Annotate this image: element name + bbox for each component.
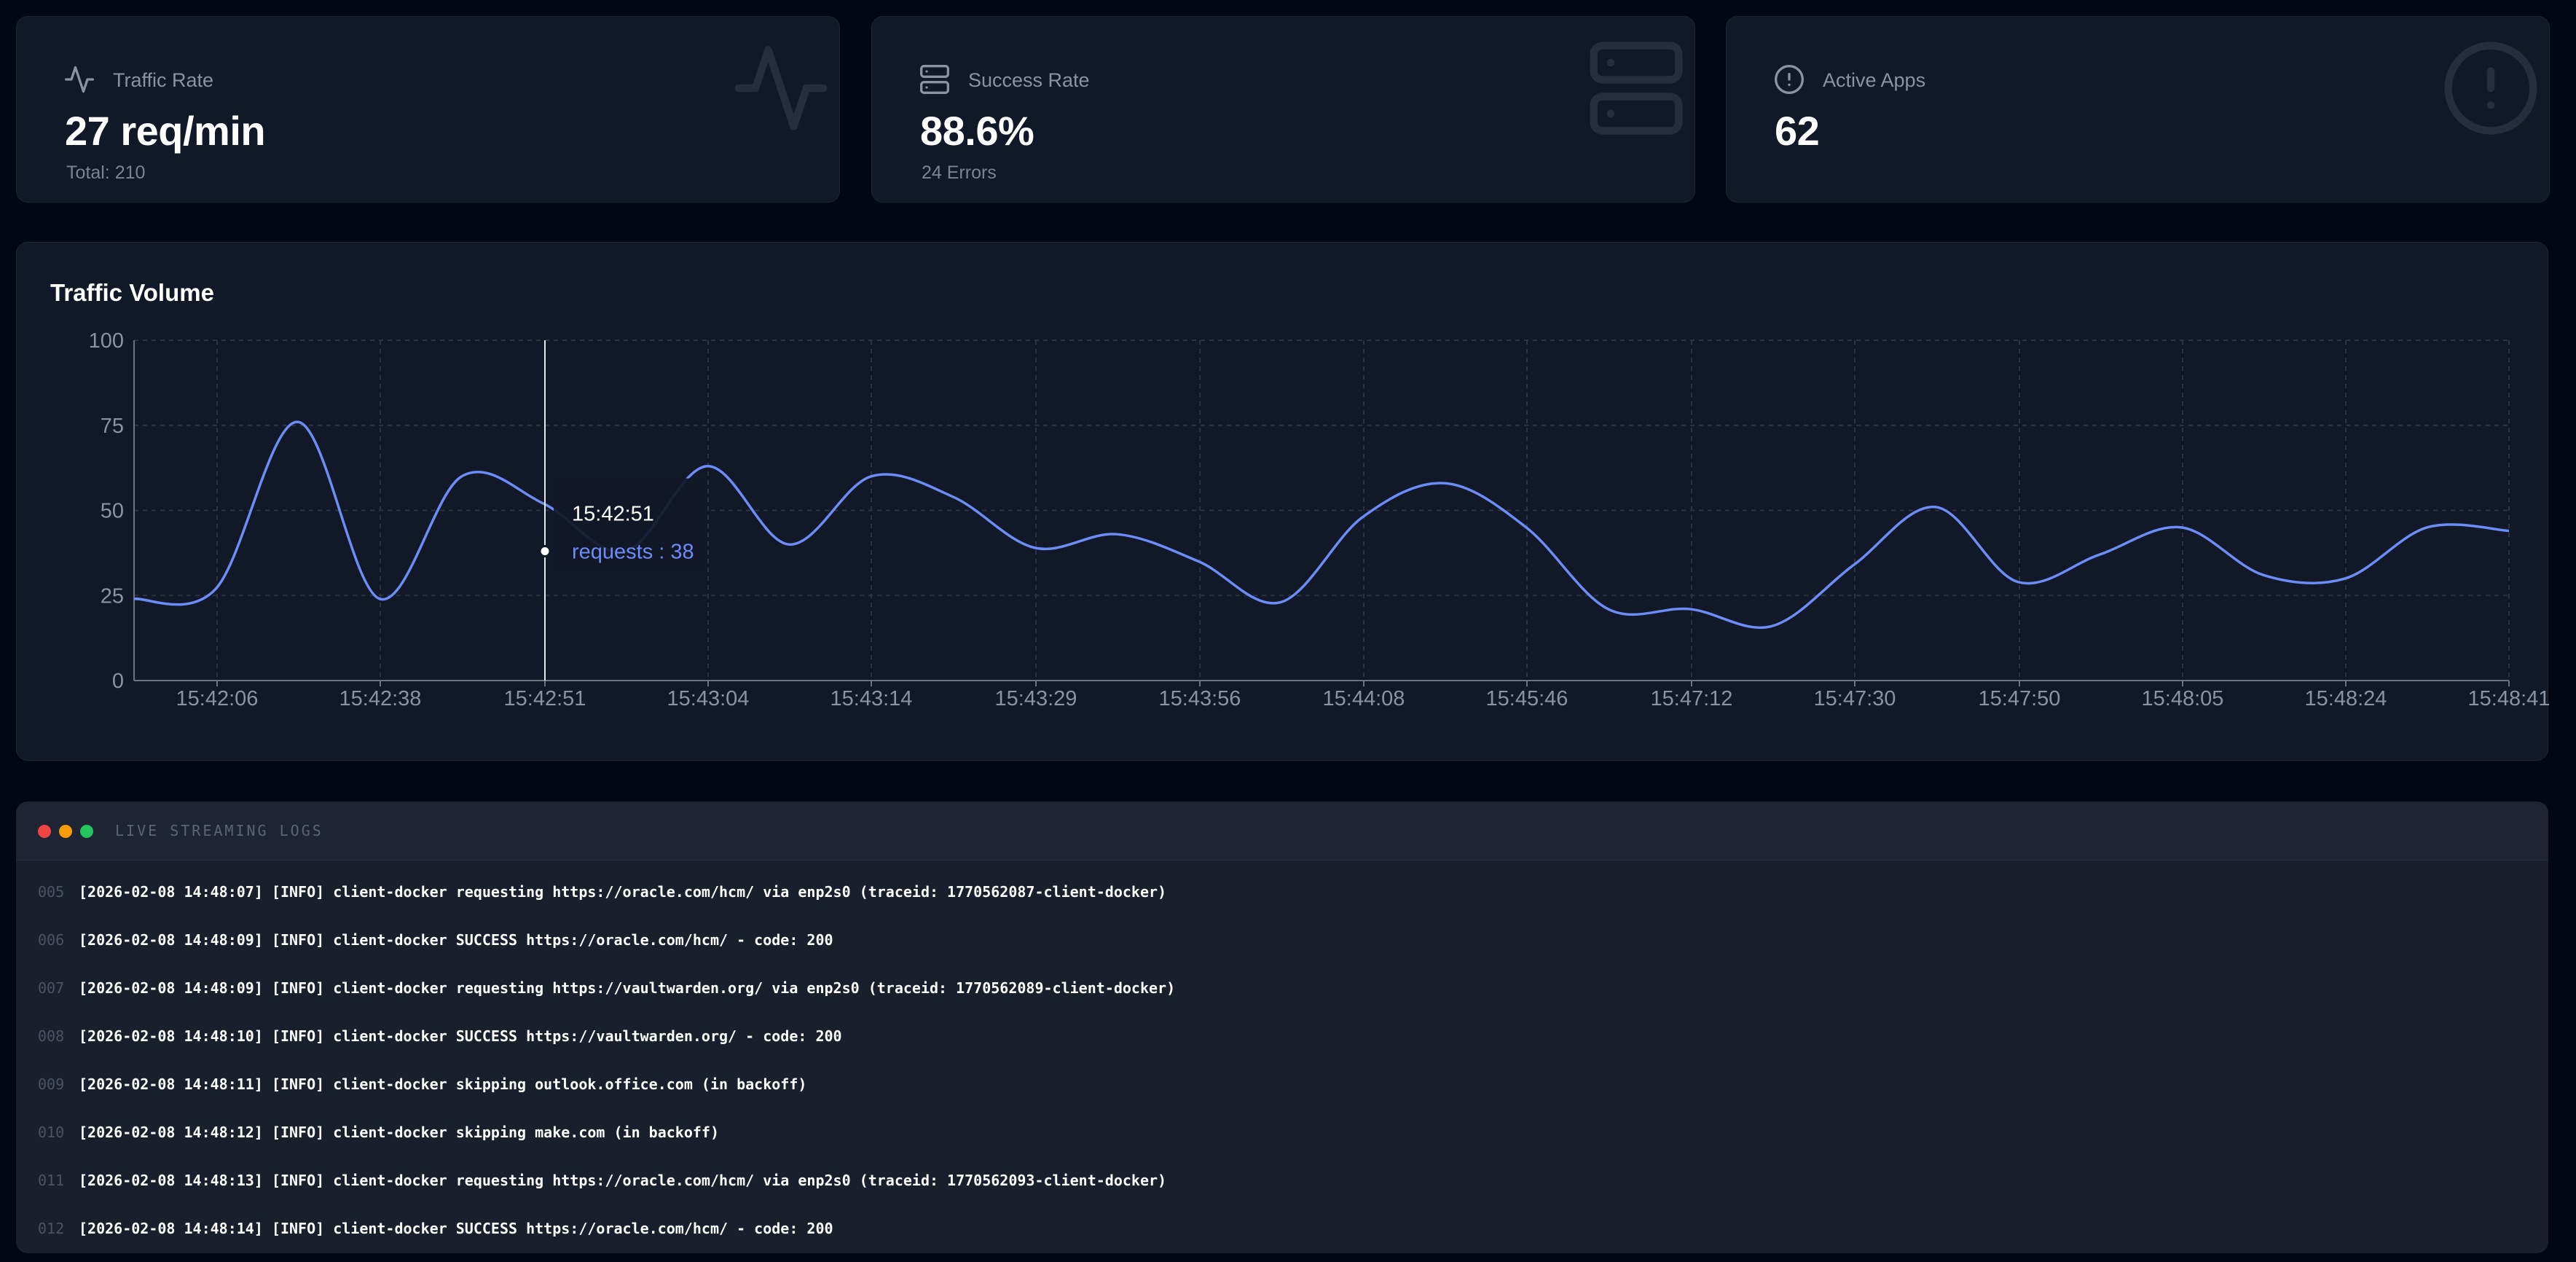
log-line-number: 012: [38, 1220, 65, 1237]
stat-card-success-rate: Success Rate 88.6% 24 Errors: [871, 16, 1695, 203]
log-line-text: [2026-02-08 14:48:14] [INFO] client-dock…: [79, 1220, 833, 1237]
log-line-number: 008: [38, 1027, 65, 1045]
log-line-text: [2026-02-08 14:48:09] [INFO] client-dock…: [79, 931, 833, 949]
stat-value: 27 req/min: [65, 108, 266, 154]
window-dot-red: [38, 825, 51, 838]
stat-value: 62: [1775, 108, 1820, 154]
log-line: 008 [2026-02-08 14:48:10] [INFO] client-d…: [38, 1027, 842, 1045]
log-line-text: [2026-02-08 14:48:12] [INFO] client-dock…: [79, 1124, 719, 1141]
log-line-text: [2026-02-08 14:48:09] [INFO] client-dock…: [79, 979, 1176, 997]
server-icon: [1590, 42, 1683, 135]
logs-header: LIVE STREAMING LOGS: [16, 802, 2548, 861]
log-line-number: 009: [38, 1075, 65, 1093]
alert-circle-icon: [2444, 42, 2537, 135]
stat-sub: 24 Errors: [922, 162, 997, 183]
log-line: 011 [2026-02-08 14:48:13] [INFO] client-d…: [38, 1172, 1166, 1189]
activity-icon: [734, 46, 828, 130]
window-dot-green: [80, 825, 93, 838]
alert-circle-icon: [1775, 65, 1804, 94]
server-icon: [920, 65, 949, 94]
stat-label: Success Rate: [968, 69, 1090, 91]
log-line-text: [2026-02-08 14:48:10] [INFO] client-dock…: [79, 1027, 842, 1045]
chart-title: Traffic Volume: [50, 279, 214, 306]
log-line-number: 010: [38, 1124, 65, 1141]
stat-label: Active Apps: [1823, 69, 1926, 91]
log-line: 006 [2026-02-08 14:48:09] [INFO] client-d…: [38, 931, 833, 949]
stat-value: 88.6%: [920, 108, 1034, 154]
log-line-text: [2026-02-08 14:48:07] [INFO] client-dock…: [79, 883, 1167, 901]
logs-title: LIVE STREAMING LOGS: [115, 822, 323, 839]
log-line-number: 005: [38, 883, 65, 901]
stat-label: Traffic Rate: [113, 69, 214, 91]
log-line-number: 006: [38, 931, 65, 949]
log-line: 012 [2026-02-08 14:48:14] [INFO] client-d…: [38, 1220, 833, 1237]
stat-card-traffic-rate: Traffic Rate 27 req/min Total: 210: [16, 16, 840, 203]
log-line-number: 007: [38, 979, 65, 997]
window-dot-yellow: [59, 825, 72, 838]
log-line: 009 [2026-02-08 14:48:11] [INFO] client-d…: [38, 1075, 806, 1093]
log-line-text: [2026-02-08 14:48:11] [INFO] client-dock…: [79, 1075, 807, 1093]
live-logs-panel: LIVE STREAMING LOGS 005 [2026-02-08 14:48…: [16, 802, 2548, 1253]
log-line-number: 011: [38, 1172, 65, 1189]
stat-sub: Total: 210: [66, 162, 146, 183]
log-line: 005 [2026-02-08 14:48:07] [INFO] client-d…: [38, 883, 1166, 901]
log-line: 007 [2026-02-08 14:48:09] [INFO] client-d…: [38, 979, 1175, 997]
log-line: 010 [2026-02-08 14:48:12] [INFO] client-d…: [38, 1124, 719, 1141]
log-line-text: [2026-02-08 14:48:13] [INFO] client-dock…: [79, 1172, 1167, 1189]
traffic-volume-card: Traffic Volume: [16, 242, 2548, 761]
stat-card-active-apps: Active Apps 62: [1726, 16, 2550, 203]
activity-icon: [65, 66, 94, 93]
